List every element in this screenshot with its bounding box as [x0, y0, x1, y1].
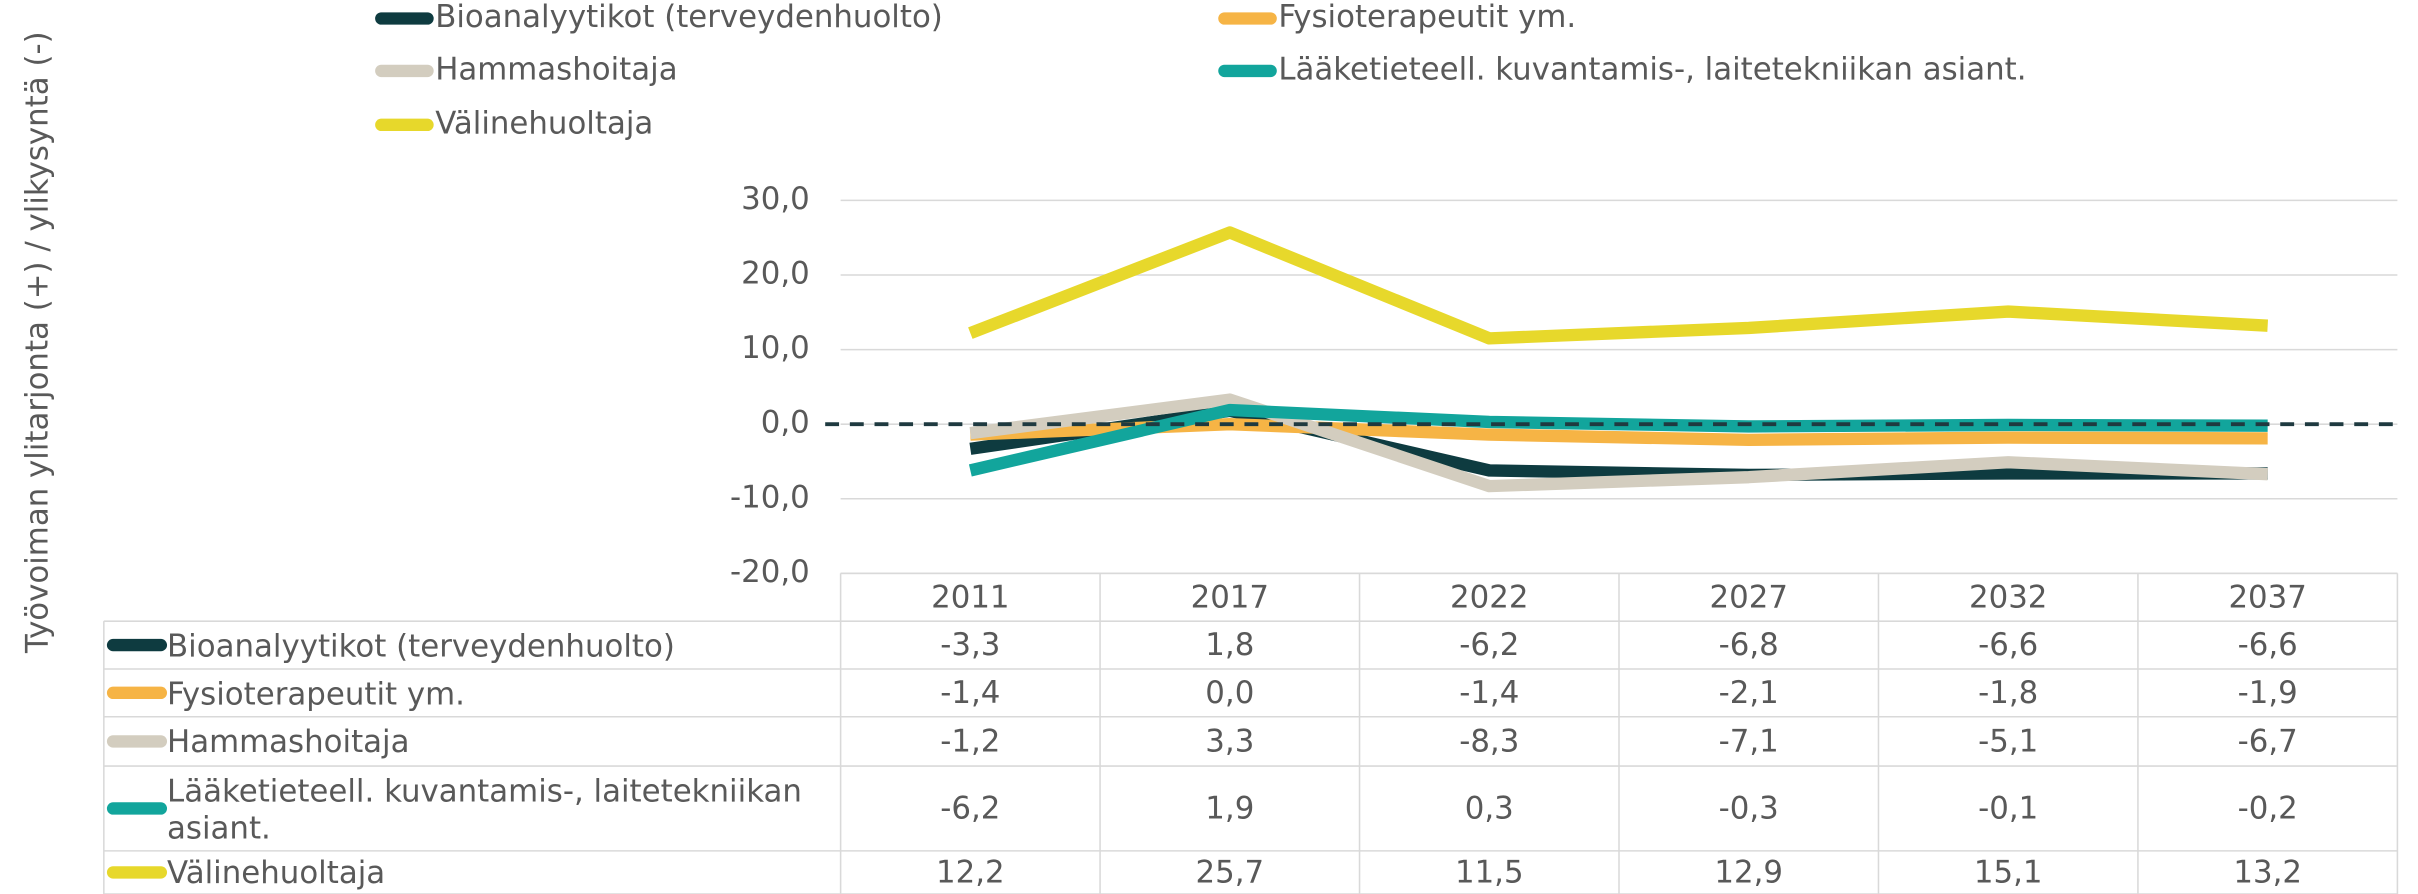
table-value: 1,9	[1205, 790, 1254, 826]
table-row-label-box: Fysioterapeutit ym.	[167, 669, 838, 717]
table-row-label-box: Bioanalyytikot (terveydenhuolto)	[167, 621, 838, 669]
x-tick-label: 2017	[1191, 579, 1269, 615]
table-value: 13,2	[2233, 854, 2302, 890]
table-value: -8,3	[1459, 723, 1519, 759]
table-row-label: Hammashoitaja	[167, 722, 410, 760]
x-tick-label: 2037	[2228, 579, 2306, 615]
table-value: -6,7	[2238, 723, 2298, 759]
legend-label: Bioanalyytikot (terveydenhuolto)	[435, 0, 943, 35]
table-value: -5,1	[1978, 723, 2038, 759]
table-value: -0,2	[2238, 790, 2298, 826]
table-value: 25,7	[1196, 854, 1265, 890]
table-value: -6,6	[1978, 627, 2038, 663]
x-tick-label: 2027	[1710, 579, 1788, 615]
table-value: -6,8	[1719, 627, 1779, 663]
table-row-label-box: Välinehuoltaja	[167, 851, 838, 894]
y-axis-label: Työvoiman ylitarjonta (+) / ylikysyntä (…	[20, 31, 56, 654]
y-tick-label: -10,0	[730, 479, 810, 515]
y-tick-label: 0,0	[761, 405, 810, 441]
table-value: -6,6	[2238, 627, 2298, 663]
x-tick-label: 2011	[931, 579, 1009, 615]
table-value: 12,2	[936, 854, 1005, 890]
table-value: 15,1	[1974, 854, 2043, 890]
table-value: -6,2	[1459, 627, 1519, 663]
y-tick-label: 10,0	[741, 330, 810, 366]
x-tick-label: 2032	[1969, 579, 2047, 615]
table-row-label-wrap: Fysioterapeutit ym.	[167, 669, 838, 717]
table-value: 3,3	[1205, 723, 1254, 759]
table-value: 0,3	[1465, 790, 1514, 826]
y-tick-label: -20,0	[730, 554, 810, 590]
table-value: -1,2	[940, 723, 1000, 759]
table-value: -1,4	[940, 675, 1000, 711]
table-row-label: Lääketieteell. kuvantamis-, laitetekniik…	[167, 771, 802, 846]
table-row-label-wrap: Välinehuoltaja	[167, 851, 838, 894]
table-value: 11,5	[1455, 854, 1524, 890]
y-tick-label: 30,0	[741, 181, 810, 217]
y-tick-label: 20,0	[741, 255, 810, 291]
table-value: -7,1	[1719, 723, 1779, 759]
table-value: -2,1	[1719, 675, 1779, 711]
table-value: -1,9	[2238, 675, 2298, 711]
table-value: 12,9	[1714, 854, 1783, 890]
table-value: -3,3	[940, 627, 1000, 663]
series-line	[968, 226, 2269, 345]
table-row-label: Bioanalyytikot (terveydenhuolto)	[167, 626, 675, 664]
x-tick-label: 2022	[1450, 579, 1528, 615]
legend-label: Fysioterapeutit ym.	[1278, 0, 1576, 35]
legend-label: Lääketieteell. kuvantamis-, laitetekniik…	[1278, 51, 2026, 87]
table-row-label-wrap: Hammashoitaja	[167, 717, 838, 766]
legend-label: Välinehuoltaja	[435, 105, 653, 141]
table-value: -1,4	[1459, 675, 1519, 711]
table-row-label: Fysioterapeutit ym.	[167, 674, 465, 712]
table-value: -0,1	[1978, 790, 2038, 826]
table-row-label-box: Hammashoitaja	[167, 717, 838, 766]
series-line	[969, 393, 2268, 493]
table-row-label: Välinehuoltaja	[167, 853, 386, 891]
table-row-label-wrap: Lääketieteell. kuvantamis-, laitetekniik…	[167, 766, 838, 851]
legend-label: Hammashoitaja	[435, 51, 677, 87]
table-row-label-wrap: Bioanalyytikot (terveydenhuolto)	[167, 621, 838, 669]
table-value: -1,8	[1978, 675, 2038, 711]
table-value: -0,3	[1719, 790, 1779, 826]
table-row-label-box: Lääketieteell. kuvantamis-, laitetekniik…	[167, 766, 838, 851]
table-value: -6,2	[940, 790, 1000, 826]
table-value: 0,0	[1205, 675, 1254, 711]
table-value: 1,8	[1205, 627, 1254, 663]
